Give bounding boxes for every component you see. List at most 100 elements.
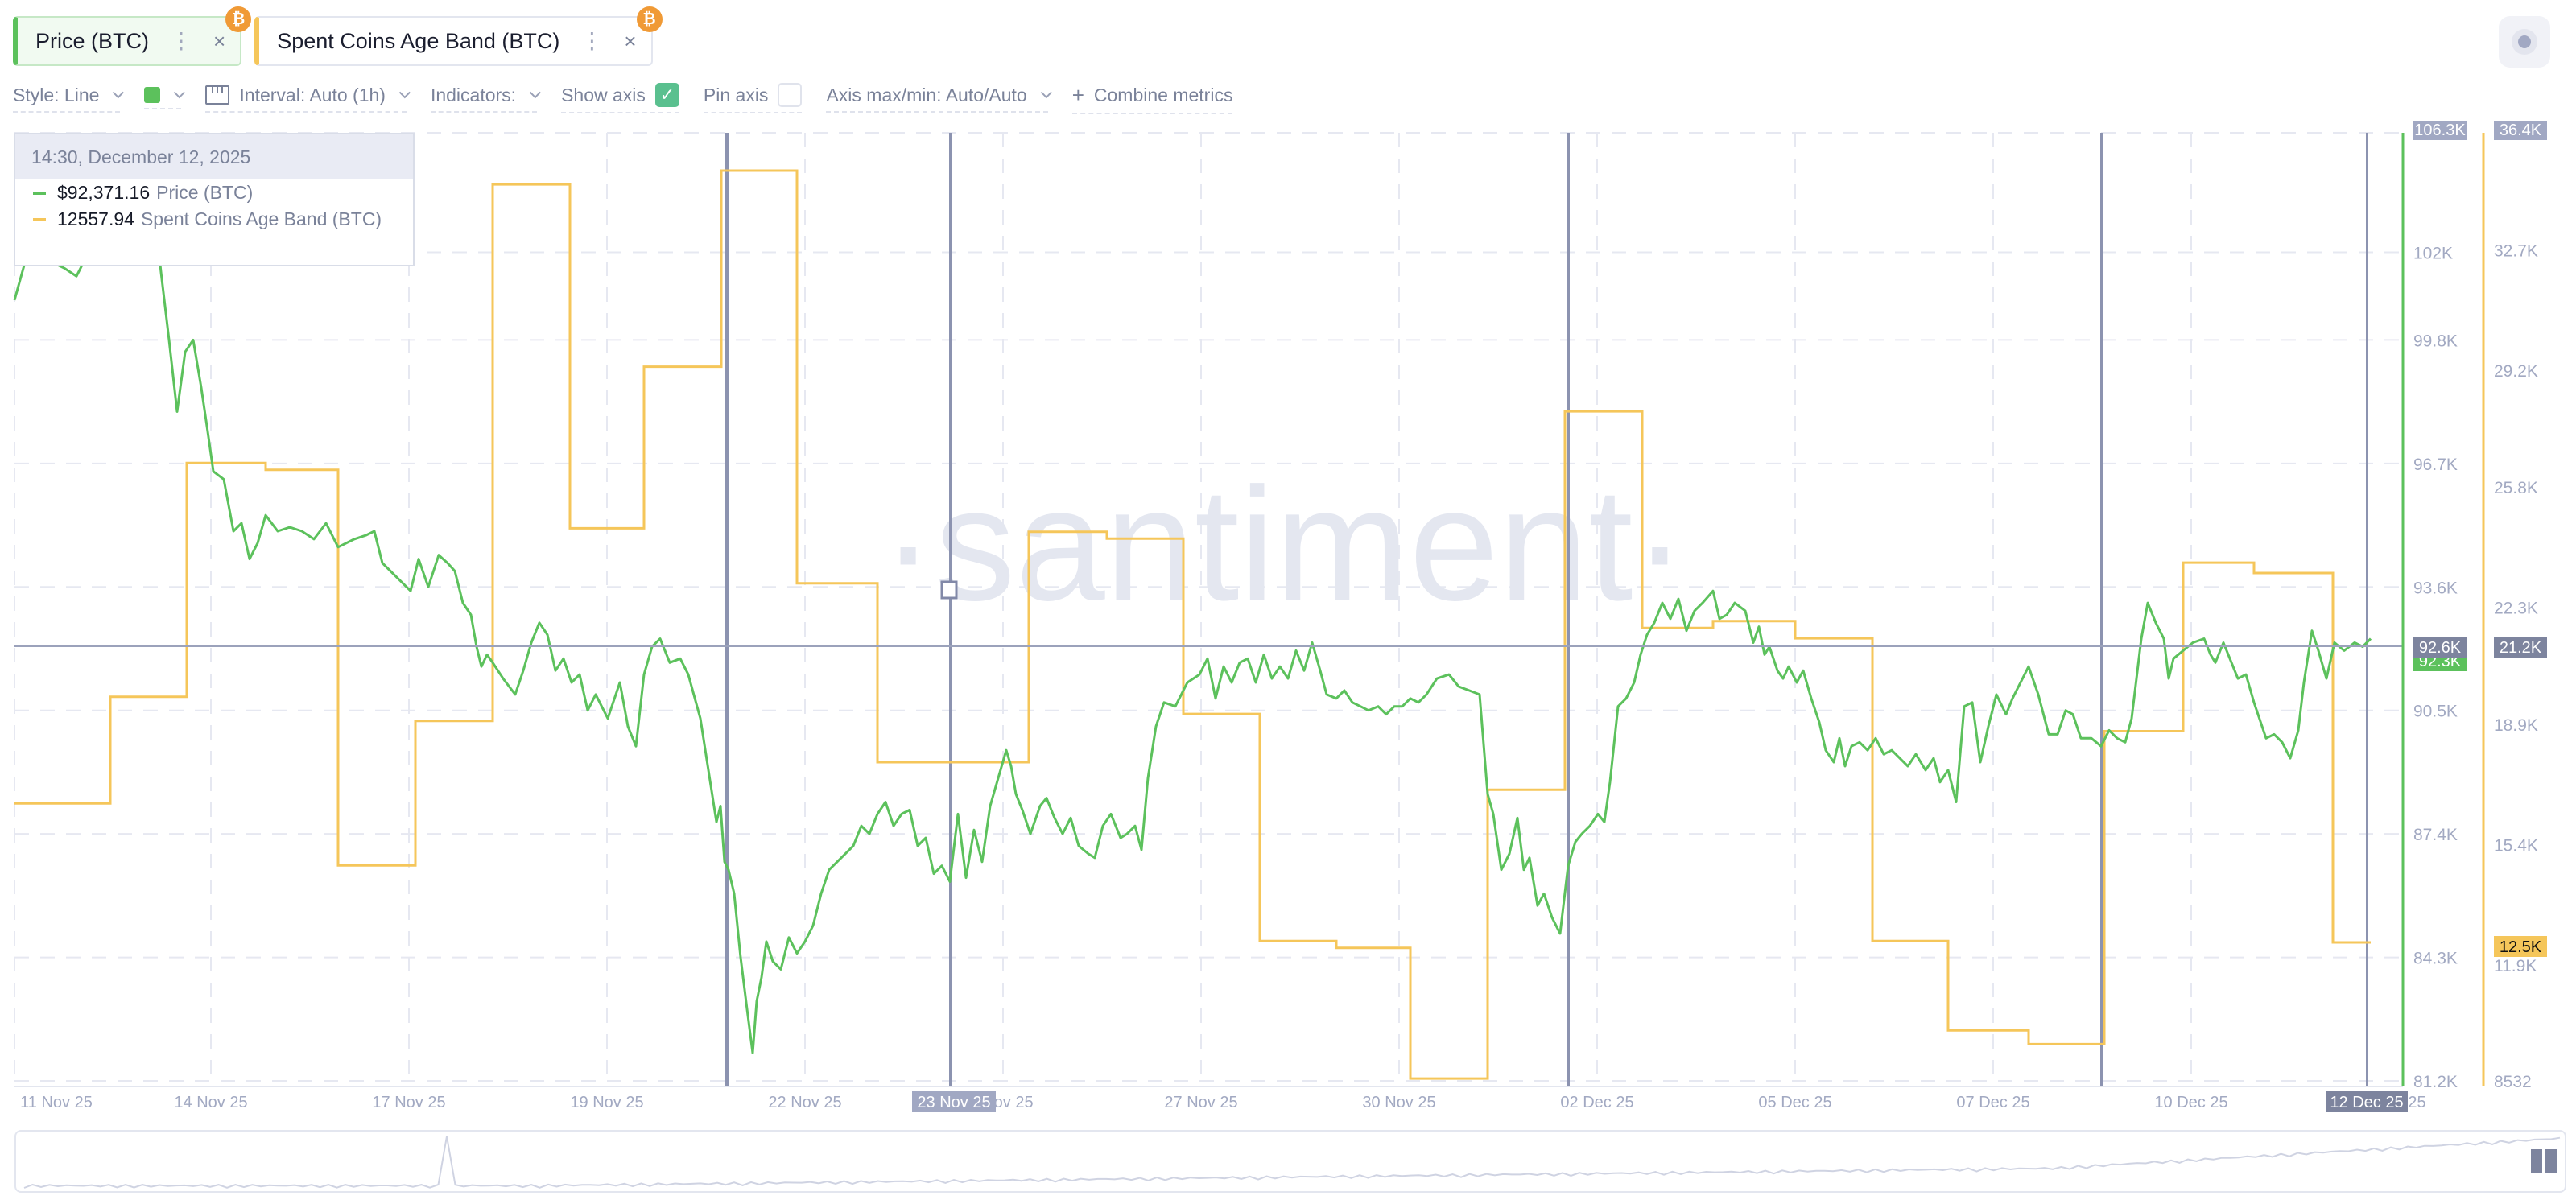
- metric-tab-price[interactable]: Price (BTC) ⋮ × ₿: [13, 6, 252, 66]
- spent-axis-tick: 8532: [2494, 1073, 2532, 1091]
- x-axis-tick: 19 Nov 25: [570, 1094, 643, 1111]
- price-axis-tick: 93.6K: [2413, 579, 2458, 597]
- axis-maxmin-label: Axis max/min: Auto/Auto: [826, 84, 1027, 105]
- crosshair-handle[interactable]: [940, 580, 958, 600]
- legend-swatch-spent: [33, 217, 46, 221]
- minimap-handle-right[interactable]: [2545, 1149, 2557, 1173]
- x-axis-tick: 07 Dec 25: [1956, 1094, 2029, 1111]
- santiment-watermark: ·santiment·: [881, 455, 1686, 634]
- tooltip-datetime: 14:30, December 12, 2025: [15, 134, 413, 179]
- legend-swatch-price: [33, 191, 46, 195]
- tooltip-label: Price (BTC): [156, 182, 254, 203]
- x-axis-tick: 02 Dec 25: [1560, 1094, 1633, 1111]
- close-icon[interactable]: ×: [213, 29, 226, 53]
- tooltip-label: Spent Coins Age Band (BTC): [140, 208, 382, 229]
- interval-label: Interval: Auto (1h): [239, 84, 386, 105]
- chart-canvas[interactable]: ·santiment· 105K102K99.8K96.7K93.6K90.5K…: [0, 121, 2576, 1119]
- x-axis-tick: 14 Nov 25: [174, 1094, 247, 1111]
- x-last-badge: [2326, 1091, 2408, 1112]
- spent-coins-line: [14, 169, 2371, 1080]
- color-swatch: [144, 87, 161, 103]
- x-axis-tick: 05 Dec 25: [1758, 1094, 1831, 1111]
- x-axis-tick: 10 Dec 25: [2154, 1094, 2227, 1111]
- kebab-menu-icon[interactable]: ⋮: [580, 28, 604, 53]
- x-axis-tick: 27 Nov 25: [1164, 1094, 1237, 1111]
- color-picker[interactable]: [144, 87, 186, 109]
- record-button[interactable]: [2499, 16, 2550, 68]
- metric-tab-label: Price (BTC): [35, 28, 149, 53]
- spent-last-badge-text: 12.5K: [2500, 938, 2542, 956]
- tooltip-value: 12557.94: [57, 208, 134, 229]
- combine-metrics-label: Combine metrics: [1093, 84, 1233, 105]
- x-axis-tick: 11 Nov 25: [20, 1094, 93, 1111]
- spent-axis-tick: 11.9K: [2494, 957, 2537, 975]
- spent-max-badge: [2494, 121, 2547, 140]
- metric-tab-spent-coins[interactable]: Spent Coins Age Band (BTC) ⋮ × ₿: [254, 6, 663, 66]
- metric-tabs: Price (BTC) ⋮ × ₿ Spent Coins Age Band (…: [13, 6, 663, 66]
- price-crosshair-badge-text: 92.6K: [2419, 639, 2462, 657]
- combine-metrics-button[interactable]: + Combine metrics: [1071, 82, 1233, 114]
- indicators-label: Indicators:: [430, 84, 517, 105]
- price-crosshair-badge: [2413, 637, 2467, 658]
- kebab-menu-icon[interactable]: ⋮: [170, 28, 192, 53]
- chevron-down-icon: [398, 87, 411, 99]
- ruler-icon: [205, 85, 230, 105]
- indicators-dropdown[interactable]: Indicators:: [430, 84, 541, 113]
- price-line: [13, 171, 2372, 1054]
- close-icon[interactable]: ×: [624, 29, 637, 53]
- range-minimap[interactable]: [14, 1130, 2566, 1193]
- x-crosshair-badge-text: 23 Nov 25: [917, 1094, 990, 1111]
- price-axis-tick: 87.4K: [2413, 826, 2458, 844]
- pin-axis-toggle[interactable]: Pin axis: [703, 83, 803, 113]
- spent-axis-tick: 18.9K: [2494, 716, 2538, 735]
- x-axis-tick: 22 Nov 25: [768, 1094, 841, 1111]
- chevron-down-icon: [1040, 87, 1052, 99]
- event-lines: [725, 133, 2368, 1086]
- bitcoin-icon: ₿: [636, 6, 663, 32]
- metric-settings-toolbar: Style: Line Interval: Auto (1h) Indicato…: [13, 80, 1233, 116]
- price-max-badge: [2413, 121, 2467, 140]
- plus-icon: +: [1071, 82, 1084, 107]
- tooltip-row-spent: 12557.94 Spent Coins Age Band (BTC): [15, 206, 413, 233]
- price-axis-tick: 99.8K: [2413, 332, 2458, 350]
- style-label: Style: Line: [13, 84, 100, 105]
- chevron-down-icon: [529, 87, 541, 99]
- price-axis-tick: 81.2K: [2413, 1073, 2458, 1091]
- interval-dropdown[interactable]: Interval: Auto (1h): [205, 84, 411, 113]
- spent-axis-tick: 15.4K: [2494, 837, 2538, 856]
- tooltip-row-price: $92,371.16 Price (BTC): [15, 179, 413, 206]
- spent-last-badge: [2494, 936, 2547, 957]
- x-axis-labels: 11 Nov 25 14 Nov 25 17 Nov 25 19 Nov 25 22 N…: [20, 1094, 2425, 1111]
- price-max-badge-text: 106.3K: [2414, 122, 2466, 139]
- price-axis-tick: 84.3K: [2413, 950, 2458, 968]
- price-axis-tick: 96.7K: [2413, 456, 2458, 474]
- pin-axis-checkbox[interactable]: [778, 83, 803, 107]
- show-axis-checkbox[interactable]: ✓: [654, 83, 679, 107]
- price-axis-tick: 90.5K: [2413, 703, 2458, 721]
- chevron-down-icon: [174, 87, 186, 99]
- axis-maxmin-dropdown[interactable]: Axis max/min: Auto/Auto: [826, 84, 1052, 113]
- minimap-history-line: [23, 1136, 2561, 1189]
- show-axis-label: Show axis: [561, 84, 646, 105]
- spent-axis-tick: 32.7K: [2494, 241, 2538, 260]
- record-dot-icon: [2512, 29, 2537, 55]
- spent-axis-tick: 25.8K: [2494, 479, 2538, 497]
- chevron-down-icon: [113, 87, 125, 99]
- tooltip-value: $92,371.16: [57, 182, 151, 203]
- bitcoin-icon: ₿: [225, 6, 252, 32]
- price-axis-tick: 102K: [2413, 244, 2453, 262]
- x-crosshair-badge: [912, 1091, 996, 1112]
- x-last-badge-text: 12 Dec 25: [2330, 1094, 2403, 1111]
- pin-axis-label: Pin axis: [703, 84, 769, 105]
- style-dropdown[interactable]: Style: Line: [13, 84, 125, 113]
- metric-tab-label: Spent Coins Age Band (BTC): [277, 28, 560, 53]
- show-axis-toggle[interactable]: Show axis ✓: [561, 83, 679, 113]
- spent-axis-tick: 22.3K: [2494, 600, 2538, 618]
- spent-crosshair-badge: [2494, 637, 2547, 658]
- minimap-handle-left[interactable]: [2531, 1149, 2542, 1173]
- minimap-chart: [23, 1136, 2561, 1189]
- spent-axis-tick: 29.2K: [2494, 362, 2538, 381]
- chart-grid: [14, 132, 2403, 1086]
- hover-tooltip: 14:30, December 12, 2025 $92,371.16 Pric…: [14, 133, 415, 266]
